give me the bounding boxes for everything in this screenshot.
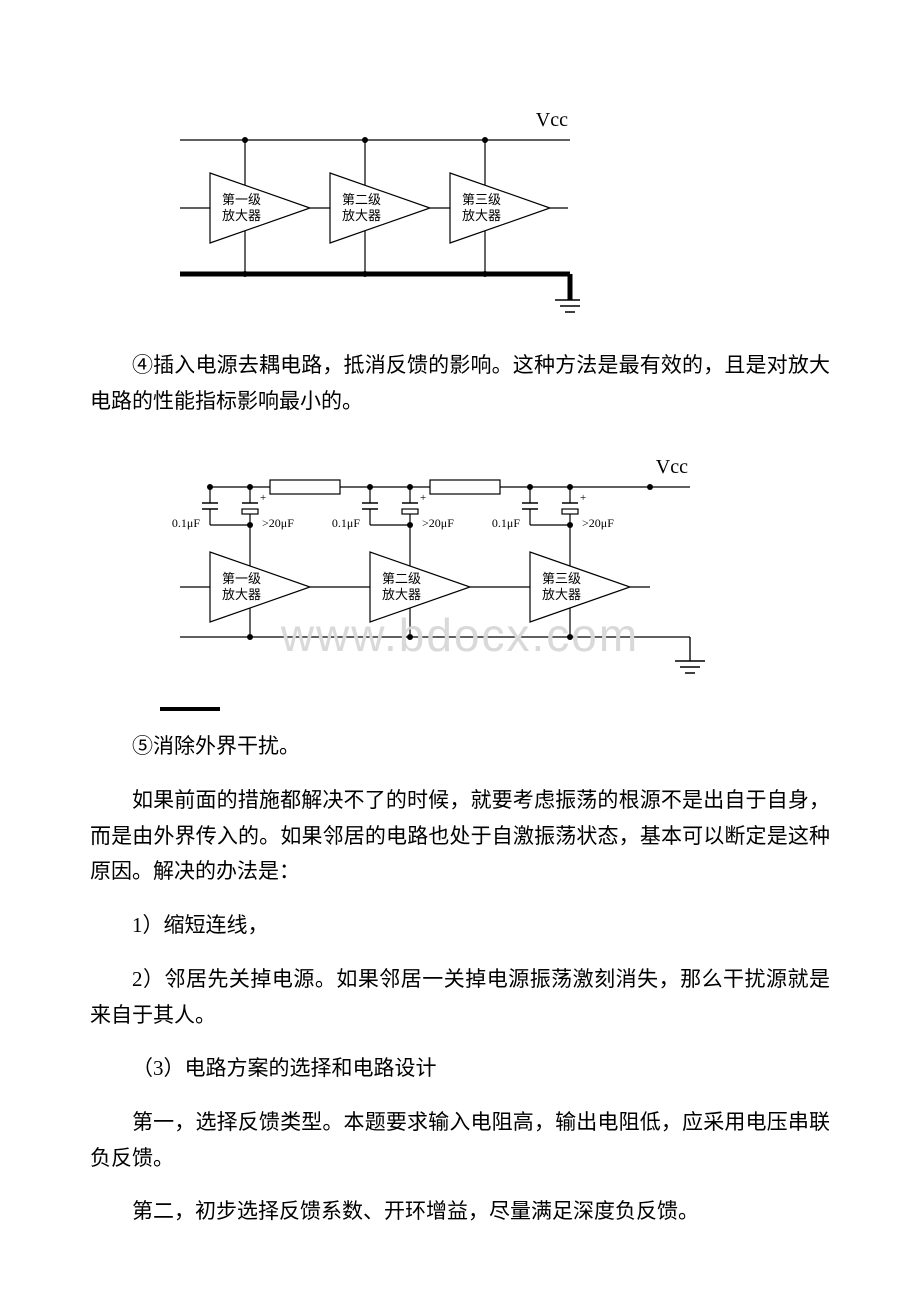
paragraph-4: ④插入电源去耦电路，抵消反馈的影响。这种方法是最有效的，且是对放大电路的性能指标… bbox=[90, 348, 830, 419]
short-rule bbox=[160, 707, 220, 711]
svg-text:Vcc: Vcc bbox=[656, 456, 688, 478]
diagram-2-container: Vcc+0.1μF>20μF+0.1μF>20μF+0.1μF>20μF第一级放… bbox=[150, 437, 830, 697]
paragraph-10: 第一，选择反馈类型。本题要求输入电阻高，输出电阻低，应采用电压串联负反馈。 bbox=[90, 1105, 830, 1176]
paragraph-7: 1）缩短连线， bbox=[90, 908, 830, 944]
svg-text:>20μF: >20μF bbox=[582, 516, 614, 530]
svg-text:+: + bbox=[580, 492, 586, 504]
svg-text:+: + bbox=[420, 492, 426, 504]
svg-text:0.1μF: 0.1μF bbox=[332, 516, 360, 530]
svg-text:放大器: 放大器 bbox=[462, 208, 501, 223]
paragraph-6: 如果前面的措施都解决不了的时候，就要考虑振荡的根源不是出自于自身，而是由外界传入… bbox=[90, 783, 830, 890]
svg-text:第二级: 第二级 bbox=[342, 192, 381, 207]
paragraph-5: ⑤消除外界干扰。 bbox=[90, 729, 830, 765]
svg-text:放大器: 放大器 bbox=[342, 208, 381, 223]
diagram-1: Vcc第一级放大器第二级放大器第三级放大器 bbox=[150, 100, 580, 330]
svg-text:0.1μF: 0.1μF bbox=[492, 516, 520, 530]
paragraph-8: 2）邻居先关掉电源。如果邻居一关掉电源振荡激刻消失，那么干扰源就是来自于其人。 bbox=[90, 962, 830, 1033]
svg-text:0.1μF: 0.1μF bbox=[172, 516, 200, 530]
paragraph-11: 第二，初步选择反馈系数、开环增益，尽量满足深度负反馈。 bbox=[90, 1194, 830, 1230]
svg-text:第一级: 第一级 bbox=[222, 571, 261, 586]
svg-text:放大器: 放大器 bbox=[222, 587, 261, 602]
svg-text:>20μF: >20μF bbox=[262, 516, 294, 530]
svg-text:第三级: 第三级 bbox=[542, 571, 581, 586]
svg-text:第一级: 第一级 bbox=[222, 192, 261, 207]
svg-text:放大器: 放大器 bbox=[222, 208, 261, 223]
document-page: Vcc第一级放大器第二级放大器第三级放大器 ④插入电源去耦电路，抵消反馈的影响。… bbox=[0, 0, 920, 1308]
svg-text:放大器: 放大器 bbox=[542, 587, 581, 602]
svg-text:放大器: 放大器 bbox=[382, 587, 421, 602]
svg-text:Vcc: Vcc bbox=[536, 109, 568, 131]
svg-text:第二级: 第二级 bbox=[382, 571, 421, 586]
diagram-2: Vcc+0.1μF>20μF+0.1μF>20μF+0.1μF>20μF第一级放… bbox=[150, 437, 710, 697]
svg-text:第三级: 第三级 bbox=[462, 192, 501, 207]
svg-text:+: + bbox=[260, 492, 266, 504]
svg-text:>20μF: >20μF bbox=[422, 516, 454, 530]
diagram-1-container: Vcc第一级放大器第二级放大器第三级放大器 bbox=[150, 100, 830, 330]
paragraph-9: （3）电路方案的选择和电路设计 bbox=[90, 1051, 830, 1087]
